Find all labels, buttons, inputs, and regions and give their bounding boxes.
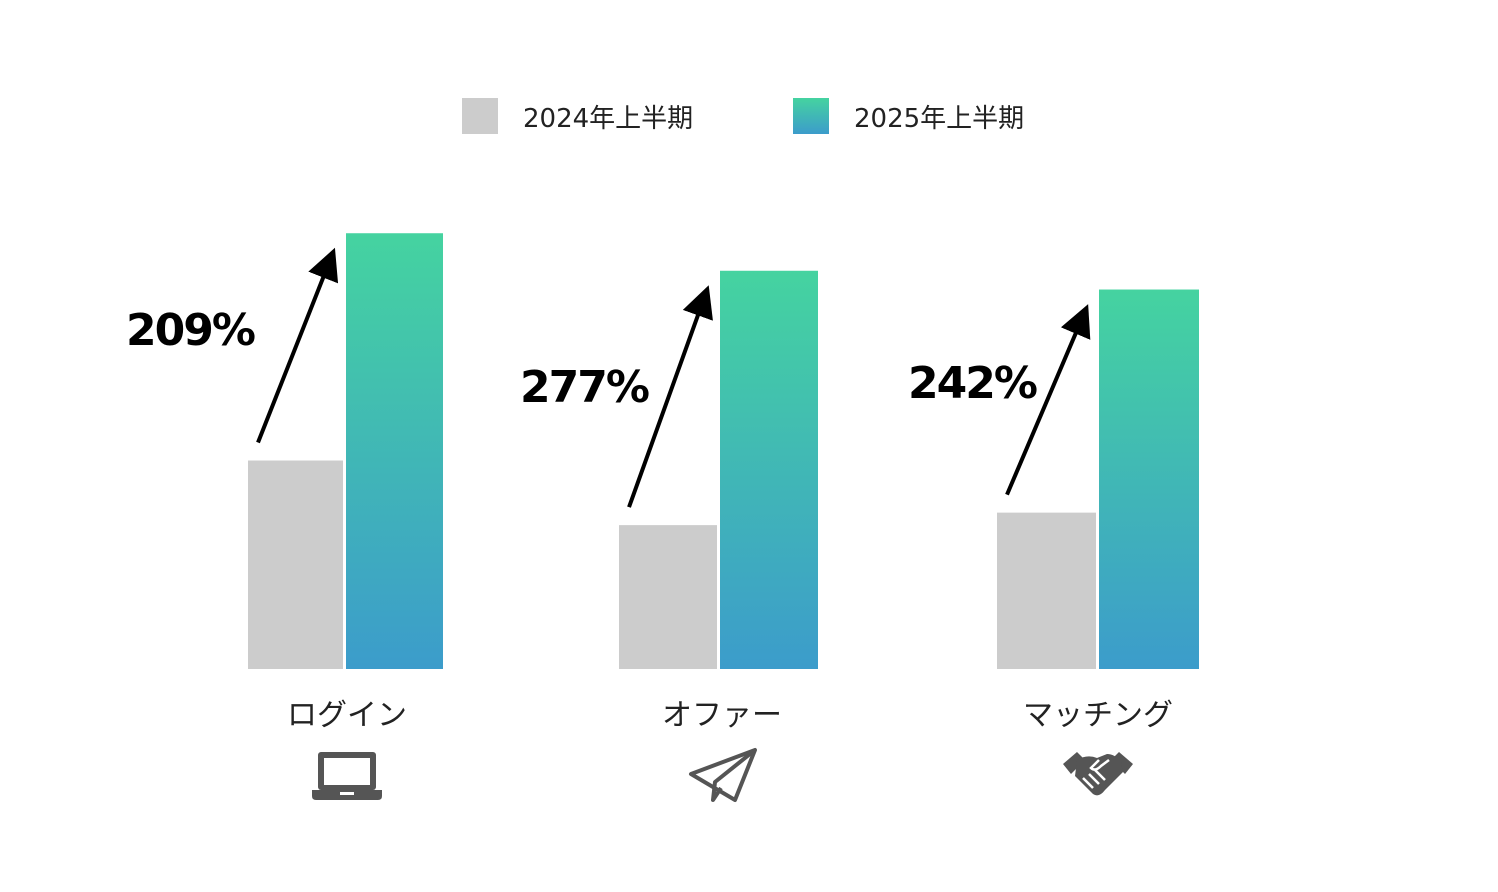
bar-2024-1 [619,525,717,669]
legend-swatch-2024 [462,98,498,134]
category-label-0: ログイン [287,698,407,733]
bar-2025-2 [1099,289,1199,669]
bar-2025-1 [720,270,818,669]
laptop-icon [312,752,382,800]
legend: 2024年上半期 2025年上半期 [462,98,1024,134]
legend-label-2025: 2025年上半期 [854,104,1024,134]
category-label-2: マッチング [1023,698,1173,733]
growth-label-1: 277% [520,362,649,413]
plot-area: 209% ログイン 277% オファー 242% マッチング [126,233,1199,733]
growth-label-2: 242% [908,358,1037,409]
legend-label-2024: 2024年上半期 [523,104,693,134]
growth-arrow-0 [256,247,339,444]
handshake-icon [1063,752,1133,796]
growth-arrow-2 [1005,304,1091,496]
legend-swatch-2025 [793,98,829,134]
category-label-1: オファー [662,698,782,733]
bar-2025-0 [346,233,443,670]
growth-label-0: 209% [126,305,255,356]
bar-2024-2 [997,512,1096,669]
bar-2024-0 [248,460,343,669]
paper-plane-icon [689,748,757,802]
growth-arrow-1 [627,285,713,508]
